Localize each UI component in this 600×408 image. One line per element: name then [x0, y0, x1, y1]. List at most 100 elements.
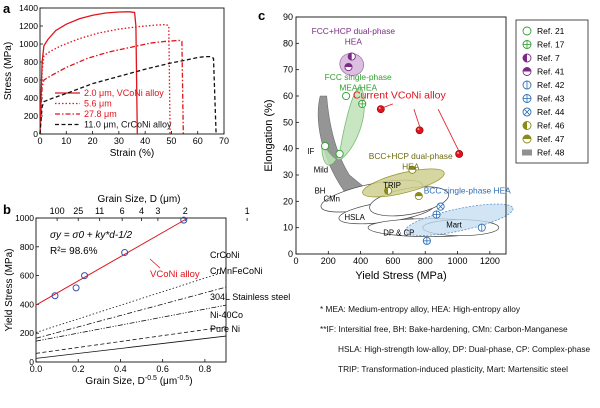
top-tick-label-b: 25: [73, 206, 83, 216]
marker-shape: [455, 150, 464, 158]
reference-label-b: 304L Stainless steel: [210, 292, 290, 302]
y-tick-label-c: 60: [283, 91, 293, 101]
series-line-a: [39, 39, 184, 135]
legend-label-c: Ref. 43: [537, 94, 565, 104]
y-tick-label-a: 400: [24, 93, 38, 103]
data-point-b: [81, 272, 89, 280]
region-fcc-single: [321, 87, 365, 166]
legend-c: Ref. 21 Ref. 17 Ref. 7 Ref. 41 Ref. 42 Ref. 4…: [515, 19, 589, 164]
legend-marker-c: [522, 134, 532, 144]
y-tick-label-a: 1400: [19, 3, 38, 13]
vconi-point: [415, 126, 424, 135]
annotation-steel: DP & CP: [383, 229, 414, 238]
x-tick-label-a: 60: [193, 136, 203, 146]
annotation-steel: HSLA: [344, 213, 365, 222]
annotation-steel: TRIP: [383, 181, 401, 190]
legend-label-c: Ref. 46: [537, 121, 565, 131]
x-axis-label-c: Yield Stress (MPa): [355, 270, 446, 282]
x-tick-label-c: 600: [385, 256, 400, 266]
arrow-current-1: [382, 103, 394, 109]
marker-half: [523, 54, 527, 62]
region-bcc-single: [404, 203, 514, 236]
legend-marker-c: [522, 53, 532, 63]
data-point-c: [321, 141, 330, 151]
data-point-c: [477, 223, 486, 232]
x-tick-label-b: 0.6: [156, 364, 169, 374]
legend-marker-c: [522, 80, 532, 90]
reference-line-b: [35, 304, 227, 342]
annotation-steel: CMn: [323, 194, 339, 203]
top-tick-label-b: 4: [139, 206, 144, 216]
y-tick-label-c: 0: [288, 249, 293, 259]
y-tick-label-c: 40: [283, 144, 293, 154]
data-point-c: [408, 165, 417, 174]
y-tick-label-b: 1000: [15, 213, 34, 223]
marker-shape: [376, 105, 385, 114]
x-tick-label-c: 1000: [448, 256, 468, 266]
annotation-bcc-hcp-2: HEA: [402, 162, 420, 172]
legend-label-a: 2.0 μm, VCoNi alloy: [84, 88, 164, 98]
y-tick-label-c: 10: [283, 223, 293, 233]
legend-marker-c: [522, 40, 532, 49]
y-tick-label-c: 80: [283, 38, 293, 48]
fit-arrow-b: [149, 258, 161, 269]
arrow-current-2: [413, 109, 420, 127]
top-tick-label-b: 11: [95, 206, 104, 216]
legend-label-a: 11.0 μm, CrCoNi alloy: [84, 120, 172, 130]
x-axis-label-unit-pre: (μm: [157, 376, 177, 387]
annotation-fcc-hcp-1: FCC+HCP dual-phase: [312, 26, 396, 36]
x-tick-label-a: 50: [166, 136, 176, 146]
fit-label-b: VCoNi alloy: [150, 269, 200, 280]
equation-b: σy = σ0 + ky*d-1/2: [50, 230, 133, 241]
annotation-steel: IF: [307, 147, 314, 156]
panel-label-a: a: [3, 1, 11, 16]
y-tick-label-a: 1000: [19, 39, 38, 49]
arrow-current-3: [437, 108, 459, 151]
series-line-a: [39, 11, 138, 135]
marker-shape: [321, 141, 330, 151]
y-tick-label-a: 800: [24, 57, 38, 67]
r2-b: R²= 98.6%: [50, 246, 98, 257]
data-point-c: [384, 186, 393, 195]
reference-line-b: [35, 286, 227, 339]
vconi-point: [376, 105, 385, 114]
y-tick-label-b: 200: [20, 328, 34, 338]
legend-marker-c: [522, 94, 532, 103]
marker-half: [415, 192, 423, 197]
y-tick-label-a: 0: [33, 129, 38, 139]
marker-highlight: [457, 151, 460, 154]
note-3: HSLA: High-strength low-alloy, DP: Dual-…: [338, 344, 591, 354]
legend-label-a: 5.6 μm: [84, 99, 112, 109]
marker-shape: [415, 126, 424, 135]
x-tick-label-a: 20: [88, 136, 98, 146]
data-point-c: [358, 99, 367, 108]
y-tick-label-a: 1200: [19, 21, 38, 31]
data-point-b: [180, 216, 188, 224]
annotation-steel: BH: [315, 186, 326, 195]
top-tick-label-b: 2: [183, 206, 188, 216]
x-tick-label-c: 200: [321, 256, 336, 266]
plot-frame-b: [35, 217, 227, 363]
data-point-c: [436, 202, 445, 211]
y-tick-label-a: 600: [24, 75, 38, 85]
x-tick-label-a: 70: [219, 136, 229, 146]
top-tick-label-b: 3: [155, 206, 160, 216]
marker-half: [523, 121, 527, 130]
y-tick-label-c: 70: [283, 65, 293, 75]
legend-marker-c: [522, 121, 532, 130]
x-tick-label-c: 400: [353, 256, 368, 266]
legend-marker-c: [522, 67, 532, 76]
marker-mark: [437, 203, 444, 210]
note-4: TRIP: Transformation-induced plasticity,…: [338, 364, 568, 374]
top-tick-label-b: 6: [120, 206, 125, 216]
reference-label-b: Pure Ni: [210, 324, 240, 334]
legend-label-c: Ref. 7: [537, 53, 560, 63]
marker-half: [344, 63, 353, 68]
x-tick-label-a: 0: [37, 136, 42, 146]
marker-shape: [522, 26, 532, 36]
x-axis-label-b: Grain Size, D-0.5 (μm-0.5): [85, 375, 192, 387]
y-tick-label-c: 20: [283, 196, 293, 206]
data-point-b: [121, 249, 129, 257]
y-axis-label-b: Yield Stress (MPa): [4, 249, 15, 332]
